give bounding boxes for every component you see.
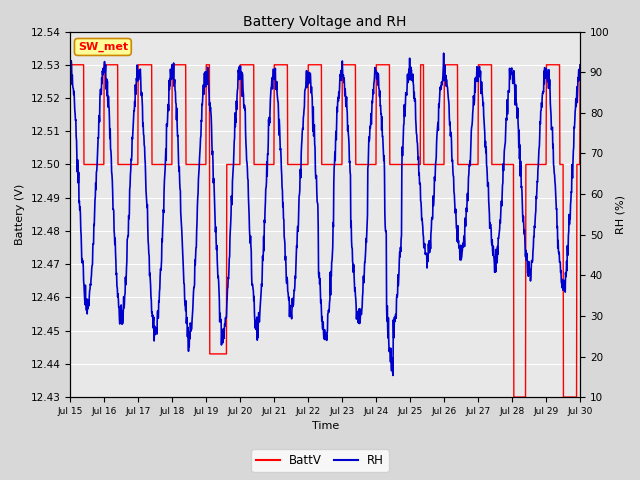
BattV — [404, 162, 412, 168]
Line: BattV: BattV — [70, 65, 580, 397]
BattV — [516, 394, 524, 400]
Y-axis label: RH (%): RH (%) — [615, 195, 625, 234]
BattV — [167, 162, 175, 168]
BattV — [510, 394, 518, 400]
BattV — [180, 62, 188, 68]
RH — [237, 63, 244, 69]
Y-axis label: Battery (V): Battery (V) — [15, 184, 25, 245]
RH — [516, 173, 524, 179]
Line: RH: RH — [70, 53, 580, 375]
RH — [440, 50, 447, 56]
X-axis label: Time: Time — [312, 421, 339, 432]
Legend: BattV, RH: BattV, RH — [252, 449, 388, 472]
RH — [180, 273, 188, 279]
RH — [472, 89, 479, 95]
BattV — [576, 62, 584, 68]
RH — [404, 72, 412, 78]
RH — [389, 372, 397, 378]
BattV — [470, 162, 478, 168]
BattV — [67, 62, 74, 68]
RH — [576, 62, 584, 68]
Title: Battery Voltage and RH: Battery Voltage and RH — [243, 15, 407, 29]
RH — [167, 68, 175, 73]
Text: SW_met: SW_met — [78, 42, 128, 52]
RH — [67, 59, 74, 64]
BattV — [237, 62, 244, 68]
